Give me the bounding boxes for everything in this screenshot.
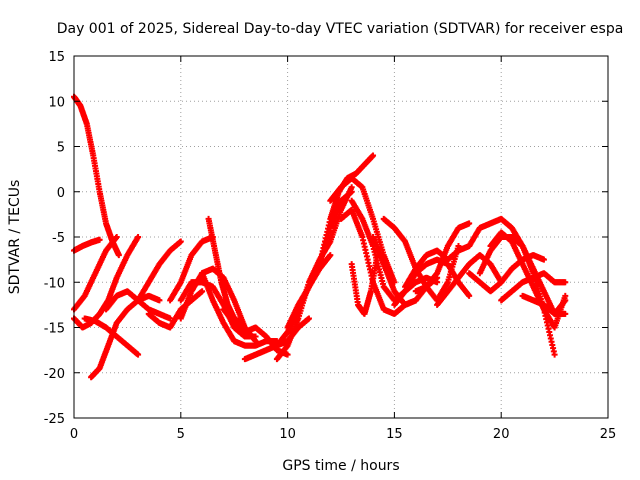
y-tick-label: -5: [52, 231, 65, 246]
x-tick-label: 5: [177, 427, 185, 442]
y-tick-label: -20: [44, 367, 65, 382]
data-point: [252, 333, 259, 340]
y-tick-label: 0: [57, 186, 65, 201]
y-tick-label: 15: [48, 50, 65, 65]
series-track-4: [71, 234, 142, 331]
series-track-28: [402, 243, 473, 290]
data-point: [551, 351, 558, 358]
data-point: [135, 234, 142, 240]
x-tick-label: 0: [70, 427, 78, 442]
series-track-8: [135, 238, 184, 304]
x-tick-label: 10: [279, 427, 296, 442]
data-point: [167, 315, 174, 322]
data-point: [348, 188, 355, 195]
series-track-5: [81, 315, 142, 358]
data-point: [305, 315, 312, 322]
series-track-6: [88, 292, 163, 381]
series-track-36: [519, 292, 569, 317]
data-point: [115, 252, 122, 259]
data-point: [135, 351, 142, 358]
y-tick-label: 5: [57, 141, 65, 156]
grid-lines: [74, 56, 608, 418]
x-tick-label: 15: [386, 427, 403, 442]
series-track-9: [145, 288, 206, 331]
data-point: [327, 252, 334, 259]
x-tick-label: 25: [600, 427, 617, 442]
data-point: [284, 351, 291, 358]
data-point: [562, 310, 569, 317]
data-point: [199, 288, 206, 295]
data-point: [237, 319, 244, 326]
series-track-24: [348, 252, 381, 317]
y-tick-label: -25: [44, 412, 65, 427]
x-axis-label: GPS time / hours: [282, 458, 399, 474]
data-point: [96, 236, 103, 243]
series-track-1: [71, 93, 122, 259]
series-track-2: [71, 236, 103, 254]
series-track-35: [498, 270, 569, 304]
data-point: [466, 220, 473, 227]
x-tick-label: 20: [493, 427, 510, 442]
data-point: [113, 234, 120, 240]
series-track-29: [412, 220, 473, 295]
y-tick-label: -10: [44, 276, 65, 291]
data-point: [156, 297, 163, 304]
y-tick-label: -15: [44, 322, 65, 337]
series-track-21: [327, 175, 398, 286]
data-point: [562, 279, 569, 286]
axis-ticks: 0 5 10 15 20 25 -25 -20 -15 -10 -5 0 5 10 15: [44, 50, 617, 442]
data-point: [540, 256, 547, 263]
data-point: [466, 292, 473, 299]
data-point: [562, 292, 569, 299]
y-axis-label: SDTVAR / TECUs: [7, 180, 23, 295]
series-track-3: [71, 234, 120, 313]
chart-title: Day 001 of 2025, Sidereal Day-to-day VTE…: [57, 21, 624, 37]
data-point: [370, 152, 377, 159]
series-track-10: [167, 234, 216, 304]
data-points: [71, 93, 569, 381]
data-point: [177, 238, 184, 245]
series-track-7: [103, 288, 174, 322]
y-tick-label: 10: [48, 95, 65, 110]
